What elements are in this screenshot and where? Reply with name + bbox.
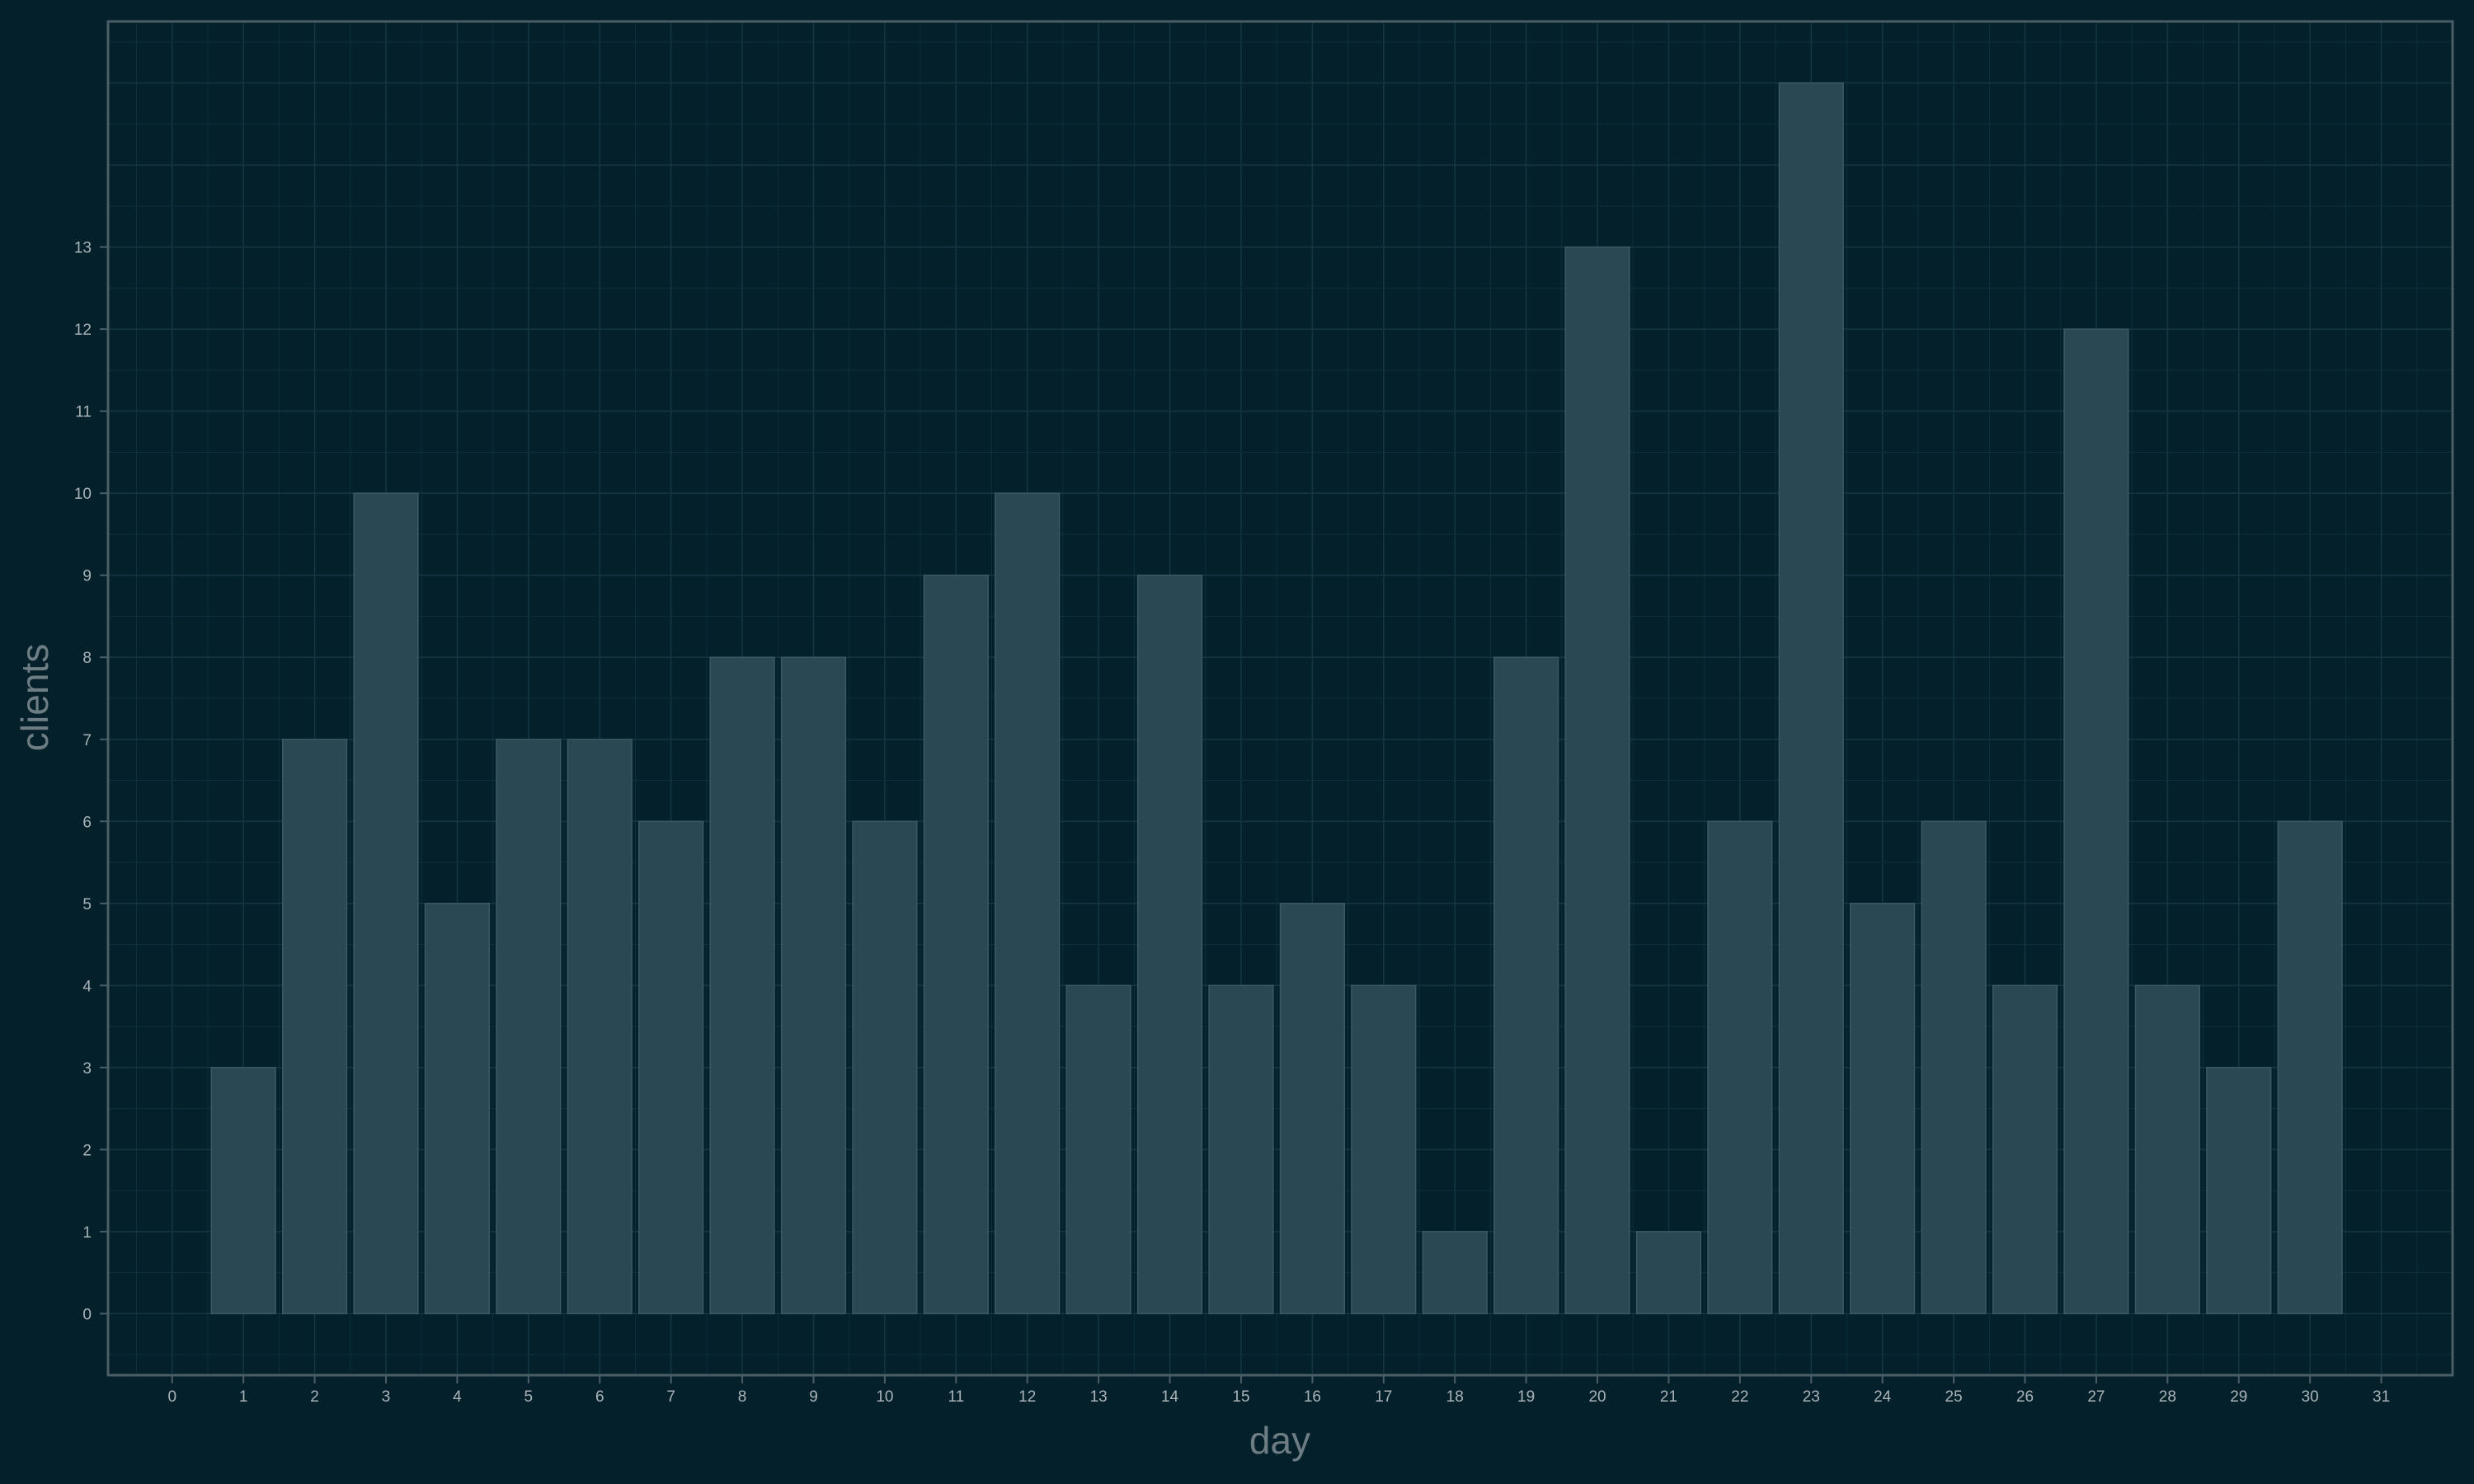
plot-border bbox=[106, 20, 2454, 1377]
bar bbox=[780, 656, 847, 1315]
bar bbox=[1564, 246, 1630, 1315]
x-tick-label: 26 bbox=[2016, 1388, 2034, 1406]
y-tick-label: 7 bbox=[82, 732, 92, 749]
bars bbox=[210, 82, 2343, 1315]
x-tick-label: 27 bbox=[2087, 1388, 2105, 1406]
x-tick-label: 16 bbox=[1304, 1388, 1321, 1406]
x-tick-label: 18 bbox=[1446, 1388, 1464, 1406]
y-tick-label: 0 bbox=[82, 1306, 92, 1323]
x-tick-label: 12 bbox=[1018, 1388, 1036, 1406]
y-tick-label: 6 bbox=[82, 814, 92, 831]
x-tick-label: 28 bbox=[2159, 1388, 2176, 1406]
plot-frame bbox=[106, 20, 2454, 1377]
bar bbox=[1992, 984, 2058, 1315]
bar bbox=[2206, 1067, 2272, 1315]
bar bbox=[1778, 82, 1844, 1315]
x-tick-label: 9 bbox=[809, 1388, 818, 1406]
x-tick-label: 14 bbox=[1161, 1388, 1179, 1406]
y-tick-label: 2 bbox=[82, 1142, 92, 1159]
x-tick-label: 4 bbox=[453, 1388, 462, 1406]
x-tick-label: 0 bbox=[167, 1388, 176, 1406]
x-tick-label: 20 bbox=[1588, 1388, 1606, 1406]
x-tick-label: 1 bbox=[239, 1388, 248, 1406]
y-tick-label: 3 bbox=[82, 1060, 92, 1078]
bar bbox=[496, 739, 562, 1315]
x-tick-label: 15 bbox=[1232, 1388, 1249, 1406]
bar bbox=[2134, 984, 2200, 1315]
y-tick-label: 9 bbox=[82, 568, 92, 585]
bar bbox=[1635, 1231, 1702, 1315]
bar bbox=[852, 820, 918, 1315]
x-tick-label: 17 bbox=[1375, 1388, 1392, 1406]
x-tick-label: 24 bbox=[1874, 1388, 1892, 1406]
bar bbox=[1065, 984, 1131, 1315]
x-tick-label: 5 bbox=[524, 1388, 534, 1406]
y-tick-label: 5 bbox=[82, 896, 92, 913]
bar bbox=[1493, 656, 1559, 1315]
y-tick-label: 10 bbox=[74, 486, 92, 503]
bar bbox=[995, 492, 1061, 1315]
x-tick-label: 31 bbox=[2373, 1388, 2390, 1406]
bar bbox=[1707, 820, 1773, 1315]
bar bbox=[638, 820, 704, 1315]
x-tick-label: 19 bbox=[1517, 1388, 1535, 1406]
y-tick-label: 8 bbox=[82, 650, 92, 667]
bar bbox=[2277, 820, 2343, 1315]
y-tick-label: 4 bbox=[82, 978, 92, 995]
bar bbox=[210, 1067, 276, 1315]
bar bbox=[281, 739, 348, 1315]
x-axis-title: day bbox=[1249, 1419, 1310, 1462]
bar bbox=[1422, 1231, 1488, 1315]
bar bbox=[709, 656, 775, 1315]
bar bbox=[1136, 574, 1203, 1315]
bar bbox=[424, 903, 491, 1315]
x-tick-label: 8 bbox=[738, 1388, 747, 1406]
x-tick-label: 25 bbox=[1945, 1388, 1963, 1406]
x-tick-label: 21 bbox=[1660, 1388, 1677, 1406]
bar bbox=[2063, 328, 2129, 1315]
x-tick-label: 30 bbox=[2302, 1388, 2319, 1406]
bar bbox=[1850, 903, 1916, 1315]
x-tick-label: 13 bbox=[1090, 1388, 1108, 1406]
bar bbox=[1351, 984, 1417, 1315]
x-tick-label: 11 bbox=[948, 1388, 964, 1406]
bar bbox=[1208, 984, 1274, 1315]
x-tick-label: 2 bbox=[310, 1388, 319, 1406]
x-tick-label: 29 bbox=[2230, 1388, 2247, 1406]
y-tick-label: 11 bbox=[75, 404, 92, 421]
bar bbox=[353, 492, 419, 1315]
y-tick-label: 12 bbox=[74, 322, 92, 339]
x-tick-label: 3 bbox=[382, 1388, 391, 1406]
x-axis-ticks: 0 1 2 3 4 5 6 7 8 9 10 11 12 13 14 15 16 17 18 19 20 21 22 23 24… bbox=[167, 1375, 2390, 1406]
y-tick-label: 13 bbox=[74, 240, 92, 257]
x-tick-label: 22 bbox=[1731, 1388, 1748, 1406]
bar bbox=[1279, 903, 1346, 1315]
bar bbox=[923, 574, 989, 1315]
bar bbox=[567, 739, 633, 1315]
bar bbox=[1921, 820, 1987, 1315]
x-tick-label: 6 bbox=[595, 1388, 604, 1406]
x-tick-label: 23 bbox=[1803, 1388, 1820, 1406]
x-tick-label: 7 bbox=[666, 1388, 675, 1406]
x-tick-label: 10 bbox=[876, 1388, 893, 1406]
y-tick-label: 1 bbox=[82, 1224, 92, 1242]
y-axis-title: clients bbox=[13, 644, 56, 751]
